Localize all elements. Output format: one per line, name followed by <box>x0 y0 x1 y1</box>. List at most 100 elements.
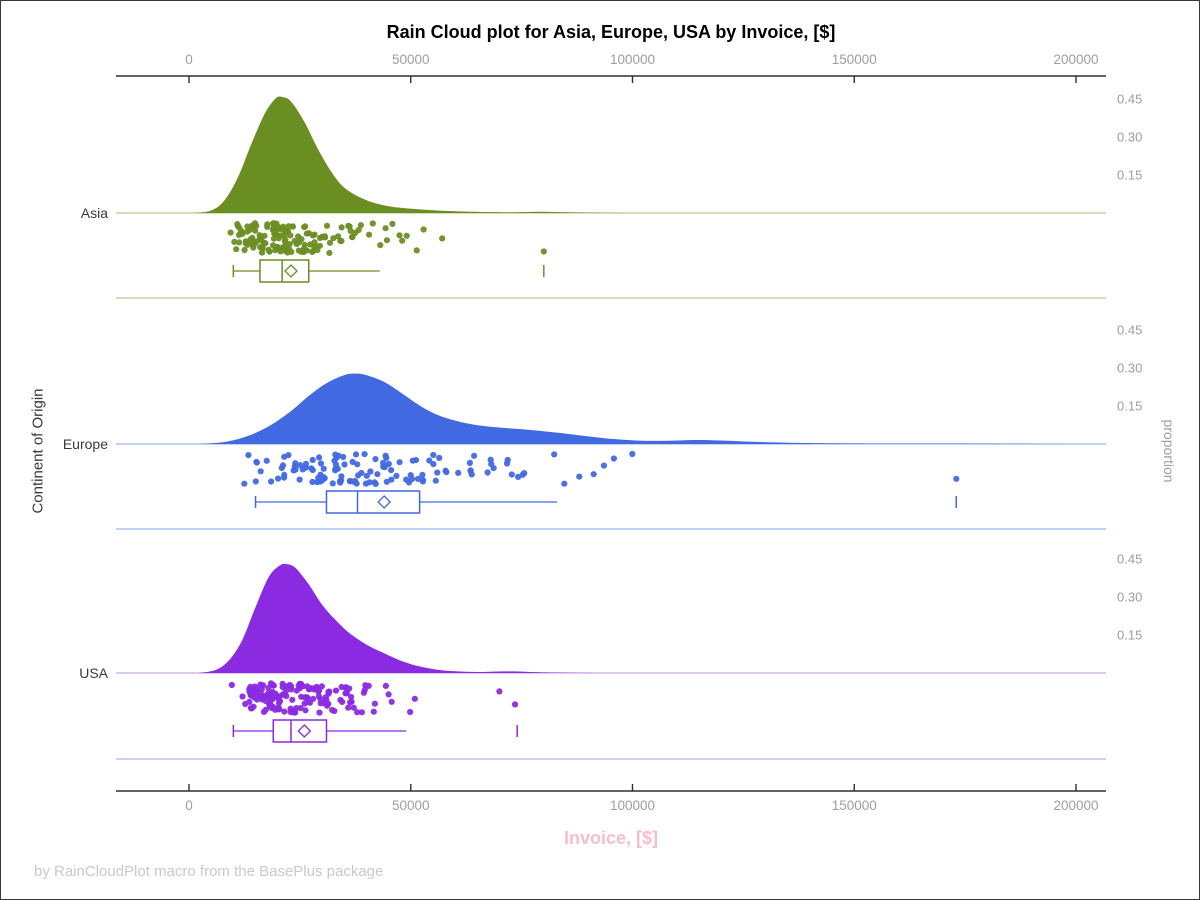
rain-point <box>338 224 345 231</box>
rain-point <box>355 472 362 479</box>
rain-point <box>234 221 241 228</box>
rain-point <box>309 467 316 474</box>
rain-point <box>369 220 376 227</box>
rain-point <box>329 480 336 487</box>
rain-point <box>244 241 251 248</box>
axis-tick-label: 200000 <box>1053 52 1098 67</box>
rain-point <box>323 222 331 229</box>
density-curve <box>197 373 1076 444</box>
rain-point <box>244 223 251 230</box>
rain-point <box>281 471 288 478</box>
rain-point <box>231 238 238 245</box>
rain-points <box>228 680 519 716</box>
rain-point <box>561 480 568 487</box>
rain-point <box>576 473 583 480</box>
rain-point <box>350 478 357 485</box>
rain-point <box>306 685 313 693</box>
rain-point <box>326 239 334 246</box>
rain-point <box>289 223 296 230</box>
page-title: Rain Cloud plot for Asia, Europe, USA by… <box>386 22 836 42</box>
rain-point <box>248 692 255 699</box>
rain-point <box>259 244 266 251</box>
rain-point <box>262 698 269 705</box>
rain-point <box>434 469 441 476</box>
rain-point <box>275 235 282 242</box>
rain-point <box>325 688 332 695</box>
mean-diamond <box>377 495 392 509</box>
rain-point <box>370 708 377 715</box>
rain-point <box>354 461 361 468</box>
rain-points <box>227 220 547 256</box>
rain-point <box>409 457 416 464</box>
rain-point <box>265 246 272 253</box>
rain-point <box>349 458 356 465</box>
rain-point <box>590 471 597 478</box>
rain-point <box>263 457 270 464</box>
rain-point <box>270 242 277 249</box>
rain-point <box>629 450 636 458</box>
rain-point <box>419 478 426 485</box>
rain-point <box>484 469 491 476</box>
rain-point <box>281 228 288 235</box>
rain-point <box>436 454 443 461</box>
panel-europe: Europe 0.15 0.30 0.45 <box>63 323 1142 530</box>
rain-point <box>281 708 288 715</box>
box-iqr <box>325 490 421 514</box>
rain-point <box>357 222 364 229</box>
rain-point <box>393 472 400 479</box>
rain-point <box>335 233 342 240</box>
category-label: Europe <box>63 436 108 452</box>
rain-point <box>343 690 350 697</box>
rain-point <box>235 231 243 238</box>
rain-point <box>338 473 345 480</box>
rain-point <box>383 455 390 462</box>
rain-point <box>315 693 322 700</box>
rain-point <box>278 464 285 472</box>
rain-point <box>299 683 307 690</box>
rain-point <box>239 693 246 700</box>
axis-tick-label: 0 <box>185 798 193 813</box>
rain-point <box>249 234 256 241</box>
y2-axis-title: proportion <box>1161 419 1177 483</box>
rain-point <box>360 689 367 696</box>
rain-point <box>270 224 277 231</box>
rain-point <box>297 462 304 469</box>
rain-point <box>336 478 343 485</box>
rain-point <box>340 453 347 461</box>
rain-point <box>250 244 257 251</box>
rain-point <box>241 480 248 487</box>
rain-point <box>346 223 353 230</box>
rain-point <box>332 451 339 458</box>
rain-point <box>432 477 439 484</box>
rain-point <box>280 691 287 698</box>
rain-point <box>302 707 309 714</box>
rain-point <box>389 220 396 227</box>
rain-point <box>309 456 316 463</box>
rain-point <box>228 681 235 689</box>
rain-point <box>349 234 356 241</box>
rain-point <box>265 684 272 692</box>
proportion-tick-label: 0.45 <box>1117 92 1142 107</box>
rain-point <box>411 695 418 702</box>
proportion-tick-label: 0.15 <box>1117 168 1142 183</box>
rain-point <box>388 698 395 705</box>
rain-point <box>291 463 298 470</box>
axis-bottom: 0 50000 100000 150000 200000 <box>116 784 1106 813</box>
rain-point <box>383 478 390 485</box>
rain-point <box>338 683 345 691</box>
rain-point <box>275 699 282 707</box>
rain-point <box>233 246 240 253</box>
rain-point <box>519 471 526 478</box>
rain-point <box>385 460 392 468</box>
panel-usa: USA 0.15 0.30 0.45 <box>79 552 1142 760</box>
rain-point <box>385 691 392 698</box>
rain-point <box>361 451 368 458</box>
rain-point <box>259 693 266 700</box>
rain-point <box>298 693 305 700</box>
rain-point <box>244 228 251 235</box>
rain-point <box>246 698 253 706</box>
rain-point <box>269 688 276 696</box>
rain-point <box>338 237 345 245</box>
axis-top: 0 50000 100000 150000 200000 <box>116 52 1106 83</box>
